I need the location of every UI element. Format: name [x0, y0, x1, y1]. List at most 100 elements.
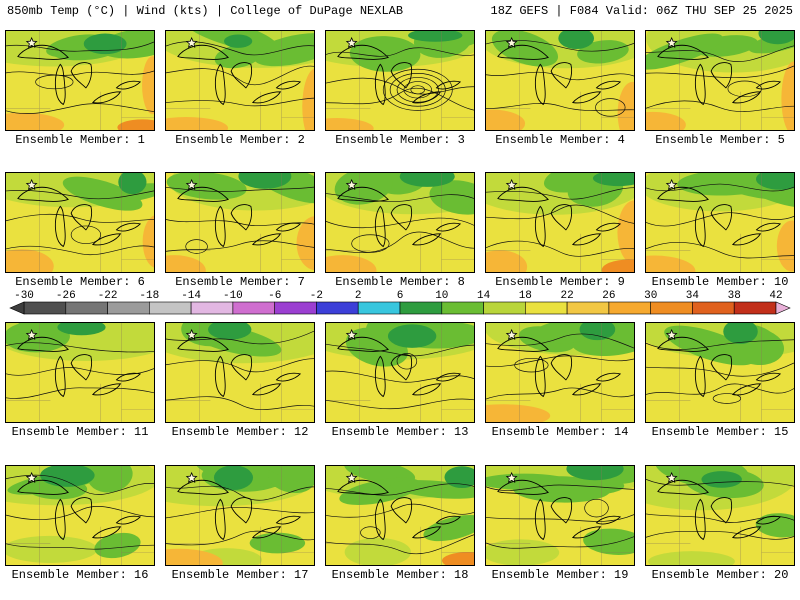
temperature-colorbar: -30 -26 -22 -18 -14 -10 -6 -2 2 6 10 14 18 22 26 30 34 38… [8, 289, 792, 317]
ensemble-member-label: Ensemble Member: 1 [15, 133, 145, 147]
weather-map-member-16[interactable] [5, 465, 155, 566]
great-lakes-outline [177, 44, 302, 106]
station-star-icon [345, 36, 358, 48]
colorbar-tick-label: 34 [686, 290, 700, 302]
station-star-icon [345, 328, 358, 340]
ensemble-panel-19[interactable]: Ensemble Member: 19 [485, 465, 635, 582]
weather-map-member-2[interactable] [165, 30, 315, 131]
weather-map-member-9[interactable] [485, 172, 635, 273]
ensemble-member-label: Ensemble Member: 4 [495, 133, 625, 147]
weather-map-member-13[interactable] [325, 322, 475, 423]
colorbar-tick-label: -2 [310, 290, 323, 302]
ensemble-panel-20[interactable]: Ensemble Member: 20 [645, 465, 795, 582]
ensemble-panel-15[interactable]: Ensemble Member: 15 [645, 322, 795, 439]
ensemble-panel-12[interactable]: Ensemble Member: 12 [165, 322, 315, 439]
weather-map-member-6[interactable] [5, 172, 155, 273]
weather-map-member-14[interactable] [485, 322, 635, 423]
great-lakes-outline [657, 479, 782, 541]
ensemble-panel-10[interactable]: Ensemble Member: 10 [645, 172, 795, 289]
ensemble-panel-1[interactable]: Ensemble Member: 1 [5, 30, 155, 147]
colorbar-tick-label: 22 [560, 290, 573, 302]
weather-map-member-12[interactable] [165, 322, 315, 423]
ensemble-panel-11[interactable]: Ensemble Member: 11 [5, 322, 155, 439]
ensemble-member-label: Ensemble Member: 19 [491, 568, 629, 582]
colorbar-right-arrow [775, 301, 791, 315]
colorbar-segment [149, 301, 192, 315]
colorbar-segment [232, 301, 275, 315]
panel-row-3: Ensemble Member: 11 Ensemble Member: 12 En… [5, 322, 795, 439]
ensemble-panel-9[interactable]: Ensemble Member: 9 [485, 172, 635, 289]
ensemble-member-label: Ensemble Member: 9 [495, 275, 625, 289]
colorbar-tick-label: 6 [397, 290, 404, 302]
state-border-lines [166, 466, 314, 565]
state-border-lines [166, 31, 314, 130]
colorbar-tick-label: 42 [769, 290, 782, 302]
ensemble-panel-7[interactable]: Ensemble Member: 7 [165, 172, 315, 289]
station-star-icon [25, 178, 38, 190]
weather-map-member-3[interactable] [325, 30, 475, 131]
state-border-lines [646, 173, 794, 272]
colorbar-tick-label: 26 [602, 290, 615, 302]
isotherm-contours [6, 41, 154, 114]
great-lakes-outline [497, 44, 622, 106]
weather-map-member-7[interactable] [165, 172, 315, 273]
weather-map-member-20[interactable] [645, 465, 795, 566]
colorbar-tick-label: -30 [14, 290, 34, 302]
colorbar-segment [316, 301, 359, 315]
colorbar-segment [23, 301, 67, 315]
ensemble-panel-2[interactable]: Ensemble Member: 2 [165, 30, 315, 147]
ensemble-member-label: Ensemble Member: 8 [335, 275, 465, 289]
state-border-lines [646, 31, 794, 130]
station-star-icon [345, 178, 358, 190]
colorbar-segment [441, 301, 484, 315]
isotherm-contours [326, 193, 474, 254]
isotherm-contours [326, 47, 474, 111]
ensemble-panel-17[interactable]: Ensemble Member: 17 [165, 465, 315, 582]
ensemble-panel-5[interactable]: Ensemble Member: 5 [645, 30, 795, 147]
station-star-icon [185, 471, 198, 483]
ensemble-panel-8[interactable]: Ensemble Member: 8 [325, 172, 475, 289]
ensemble-panel-4[interactable]: Ensemble Member: 4 [485, 30, 635, 147]
station-star-icon [505, 328, 518, 340]
colorbar-tick-label: 10 [435, 290, 448, 302]
great-lakes-outline [657, 186, 782, 248]
weather-map-member-1[interactable] [5, 30, 155, 131]
weather-map-member-18[interactable] [325, 465, 475, 566]
station-star-icon [185, 178, 198, 190]
great-lakes-outline [17, 44, 142, 106]
weather-map-member-5[interactable] [645, 30, 795, 131]
ensemble-member-label: Ensemble Member: 7 [175, 275, 305, 289]
ensemble-panel-6[interactable]: Ensemble Member: 6 [5, 172, 155, 289]
ensemble-panel-14[interactable]: Ensemble Member: 14 [485, 322, 635, 439]
ensemble-panel-3[interactable]: Ensemble Member: 3 [325, 30, 475, 147]
colorbar-tick-label: 38 [728, 290, 741, 302]
ensemble-panel-13[interactable]: Ensemble Member: 13 [325, 322, 475, 439]
weather-map-member-10[interactable] [645, 172, 795, 273]
isotherm-contours [486, 187, 634, 257]
colorbar-tick-label: 14 [477, 290, 491, 302]
isotherm-contours [6, 342, 154, 399]
colorbar-tick-label: -10 [223, 290, 243, 302]
state-border-lines [6, 466, 154, 565]
ensemble-panel-18[interactable]: Ensemble Member: 18 [325, 465, 475, 582]
product-title: 850mb Temp (°C) | Wind (kts) | College o… [7, 4, 404, 18]
colorbar-segment [107, 301, 150, 315]
ensemble-member-label: Ensemble Member: 6 [15, 275, 145, 289]
colorbar-segment [692, 301, 735, 315]
weather-map-member-8[interactable] [325, 172, 475, 273]
isotherm-contours [326, 343, 474, 410]
weather-map-member-11[interactable] [5, 322, 155, 423]
weather-map-member-15[interactable] [645, 322, 795, 423]
panel-row-4: Ensemble Member: 16 Ensemble Member: 17 En… [5, 465, 795, 582]
state-border-lines [326, 323, 474, 422]
station-star-icon [505, 36, 518, 48]
station-star-icon [185, 36, 198, 48]
weather-map-member-4[interactable] [485, 30, 635, 131]
weather-map-member-17[interactable] [165, 465, 315, 566]
station-star-icon [505, 471, 518, 483]
weather-map-member-19[interactable] [485, 465, 635, 566]
state-border-lines [6, 173, 154, 272]
ensemble-panel-16[interactable]: Ensemble Member: 16 [5, 465, 155, 582]
isotherm-contours [6, 474, 154, 550]
ensemble-member-label: Ensemble Member: 20 [651, 568, 789, 582]
